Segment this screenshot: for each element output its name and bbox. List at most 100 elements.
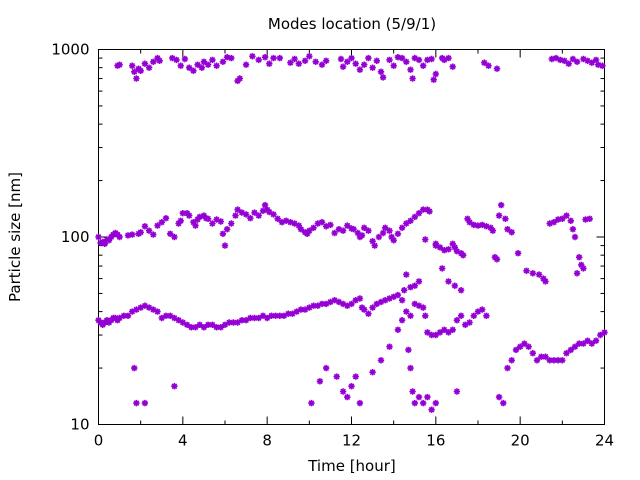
data-point: [171, 314, 178, 322]
data-point: [259, 207, 267, 215]
data-point: [432, 331, 439, 339]
data-point: [171, 233, 178, 241]
data-point: [242, 211, 250, 218]
data-point: [116, 61, 123, 68]
y-tick-label: 10: [70, 416, 89, 434]
data-point: [158, 218, 166, 226]
data-point: [318, 61, 326, 68]
data-point: [576, 254, 583, 261]
data-point: [470, 312, 477, 319]
data-point: [424, 393, 431, 401]
data-point: [394, 326, 402, 333]
y-tick-label: 100: [61, 228, 90, 246]
data-points: [95, 53, 608, 413]
data-point: [344, 302, 351, 309]
data-point: [584, 337, 591, 344]
data-point: [470, 221, 477, 229]
data-point: [394, 54, 402, 61]
data-point: [567, 217, 574, 225]
data-point: [261, 54, 269, 61]
data-point: [103, 236, 111, 243]
data-point: [411, 300, 418, 308]
data-point: [552, 54, 560, 62]
data-point: [554, 216, 562, 223]
data-point: [270, 211, 277, 218]
data-point: [213, 216, 220, 223]
data-point: [295, 222, 302, 229]
data-point: [550, 218, 558, 226]
data-point: [386, 56, 393, 64]
data-point: [533, 357, 541, 364]
y-axis-title: Particle size [nm]: [6, 172, 24, 302]
data-point: [348, 300, 355, 308]
data-point: [219, 230, 227, 238]
data-point: [198, 64, 206, 71]
data-point: [291, 55, 298, 63]
data-point: [405, 346, 412, 354]
data-point: [251, 314, 258, 322]
data-point: [297, 225, 305, 233]
data-point: [352, 297, 359, 304]
data-point: [133, 399, 140, 407]
data-point: [352, 60, 359, 67]
data-point: [573, 58, 581, 65]
data-point: [171, 383, 178, 390]
data-point: [377, 357, 385, 364]
data-point: [312, 58, 319, 65]
data-point: [523, 267, 530, 274]
data-point: [318, 218, 326, 226]
data-point: [154, 54, 161, 62]
data-point: [464, 215, 471, 223]
data-point: [242, 317, 250, 324]
data-point: [192, 324, 199, 331]
data-point: [407, 312, 414, 319]
data-point: [333, 373, 340, 380]
data-point: [217, 324, 225, 331]
data-point: [441, 326, 448, 333]
data-point: [567, 346, 574, 354]
data-point: [548, 55, 555, 63]
data-point: [236, 75, 244, 82]
data-point: [386, 343, 393, 350]
data-point: [557, 56, 564, 64]
data-point: [278, 218, 286, 226]
data-point: [128, 231, 136, 238]
data-point: [344, 222, 351, 229]
data-point: [297, 306, 305, 313]
data-point: [411, 282, 418, 289]
data-point: [128, 308, 136, 315]
data-point: [453, 317, 461, 324]
data-point: [453, 388, 461, 395]
data-point: [445, 246, 452, 253]
data-point: [116, 314, 123, 322]
data-point: [502, 215, 509, 223]
data-point: [559, 357, 566, 364]
data-point: [348, 54, 355, 62]
data-point: [344, 393, 351, 401]
data-point: [388, 233, 395, 241]
data-point: [493, 256, 501, 263]
data-point: [449, 326, 456, 333]
data-point: [289, 310, 296, 317]
data-point: [365, 227, 372, 234]
data-point: [327, 298, 334, 306]
data-point: [569, 225, 577, 233]
data-point: [439, 265, 446, 272]
data-point: [116, 233, 123, 241]
data-point: [495, 212, 503, 219]
data-point: [268, 312, 275, 319]
data-point: [369, 64, 376, 71]
data-point: [173, 56, 180, 64]
data-point: [373, 57, 380, 64]
data-point: [323, 300, 330, 308]
data-point: [445, 329, 452, 336]
data-point: [481, 59, 488, 66]
data-point: [361, 224, 368, 232]
data-point: [306, 53, 313, 60]
data-point: [550, 357, 558, 364]
data-point: [348, 383, 355, 390]
data-point: [124, 232, 132, 239]
data-point: [529, 270, 536, 277]
data-point: [339, 388, 347, 395]
chart-title: Modes location (5/9/1): [268, 15, 436, 33]
